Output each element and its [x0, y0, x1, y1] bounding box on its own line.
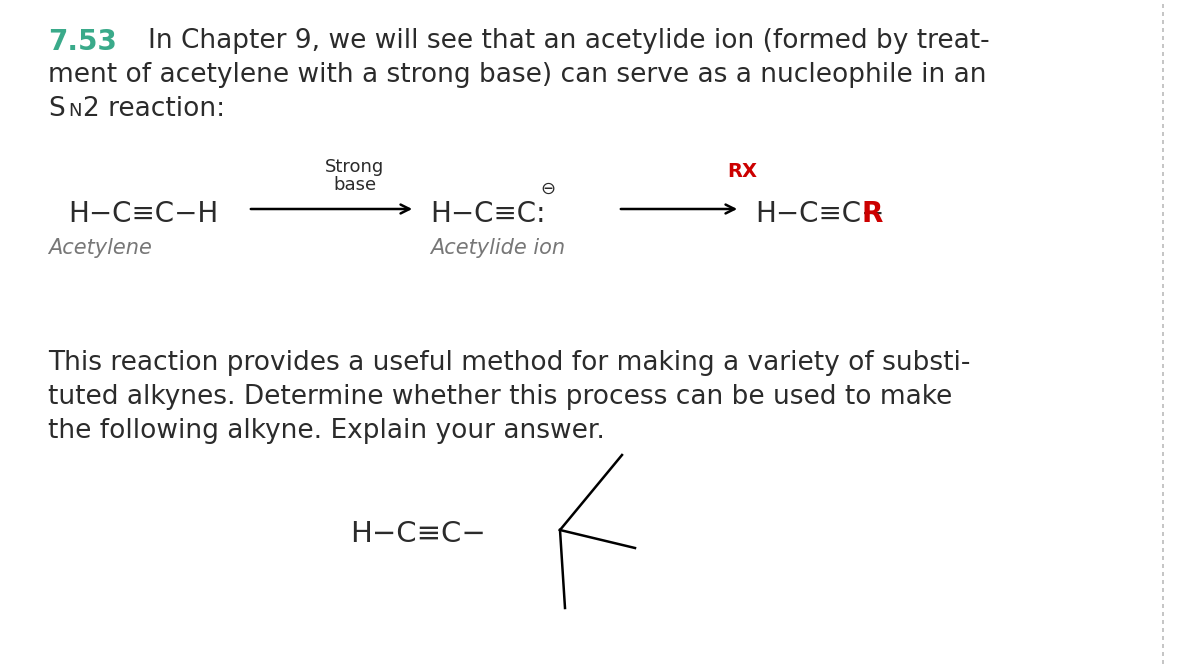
Text: 7.53: 7.53 [48, 28, 116, 56]
Text: H−C≡C−: H−C≡C− [350, 520, 486, 548]
Text: 2 reaction:: 2 reaction: [83, 96, 226, 122]
Text: H−C≡C:: H−C≡C: [430, 200, 546, 228]
Text: tuted alkynes. Determine whether this process can be used to make: tuted alkynes. Determine whether this pr… [48, 384, 953, 410]
Text: ment of acetylene with a strong base) can serve as a nucleophile in an: ment of acetylene with a strong base) ca… [48, 62, 986, 88]
Text: Acetylide ion: Acetylide ion [431, 238, 565, 258]
Text: N: N [68, 102, 82, 120]
Text: H−C≡C−: H−C≡C− [755, 200, 884, 228]
Text: This reaction provides a useful method for making a variety of substi-: This reaction provides a useful method f… [48, 350, 971, 376]
Text: Acetylene: Acetylene [48, 238, 152, 258]
Text: In Chapter 9, we will see that an acetylide ion (formed by treat-: In Chapter 9, we will see that an acetyl… [148, 28, 990, 54]
Text: RX: RX [727, 162, 757, 181]
Text: base: base [334, 176, 377, 194]
Text: R: R [862, 200, 883, 228]
Text: S: S [48, 96, 65, 122]
Text: ⊖: ⊖ [540, 180, 556, 198]
Text: Strong: Strong [325, 158, 385, 176]
Text: the following alkyne. Explain your answer.: the following alkyne. Explain your answe… [48, 418, 605, 444]
Text: H−C≡C−H: H−C≡C−H [68, 200, 218, 228]
